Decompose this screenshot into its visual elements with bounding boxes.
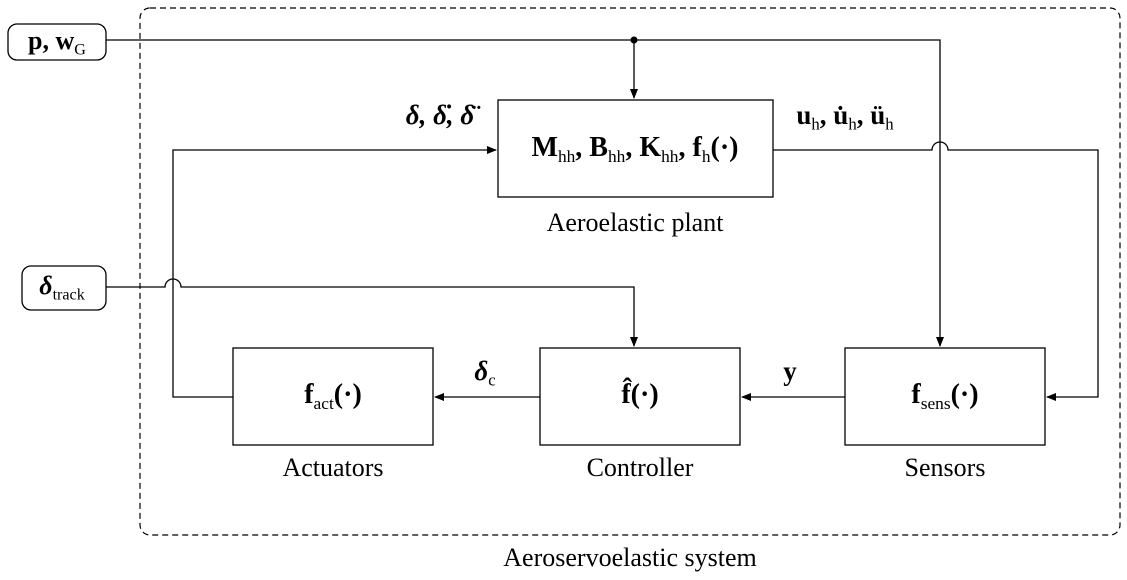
- block-caption: Aeroelastic plant: [547, 208, 725, 237]
- symbol: (·): [951, 379, 979, 410]
- symbol: (·): [711, 132, 739, 163]
- system-boundary: [139, 7, 1121, 536]
- symbol: δ, δ̇, δ̈: [406, 100, 481, 130]
- symbol: , K: [625, 132, 661, 163]
- math-label: δc: [474, 356, 495, 389]
- math-label: p, wG: [28, 26, 86, 58]
- symbol: , B: [575, 132, 608, 163]
- system-label: Aeroservoelastic system: [503, 543, 756, 572]
- symbol: δ: [474, 356, 488, 386]
- symbol: , u̇: [820, 100, 849, 130]
- subscript: hh: [661, 147, 679, 166]
- connector: [106, 39, 944, 347]
- block: [844, 347, 1046, 446]
- symbol: f̂(·): [621, 378, 658, 411]
- subscript: hh: [558, 147, 576, 166]
- symbol: u: [796, 100, 811, 130]
- subscript: h: [885, 114, 894, 133]
- math-label: fsens(·): [911, 379, 978, 412]
- symbol: (·): [334, 379, 362, 410]
- subscript: act: [314, 394, 334, 413]
- connector: [773, 141, 1099, 401]
- math-label: f̂(·): [621, 378, 658, 411]
- subscript: c: [488, 370, 495, 389]
- subscript: track: [53, 286, 86, 303]
- math-label: Mhh, Bhh, Khh, fh(·): [532, 132, 739, 165]
- symbol: M: [532, 132, 558, 163]
- subscript: sens: [921, 394, 951, 413]
- block: [497, 99, 774, 198]
- subscript: hh: [608, 147, 626, 166]
- input-box: [21, 265, 107, 311]
- math-label: uh, u̇h, üh: [796, 100, 894, 133]
- symbol: f: [911, 379, 921, 410]
- symbol: , f: [678, 132, 702, 163]
- block: [539, 347, 741, 446]
- subscript: h: [848, 114, 857, 133]
- subscript: h: [702, 147, 711, 166]
- symbol: δ: [39, 271, 52, 300]
- block-caption: Sensors: [905, 453, 986, 482]
- symbol: , ü: [857, 100, 886, 130]
- math-label: δtrack: [39, 271, 85, 303]
- subscript: h: [811, 114, 820, 133]
- math-label: fact(·): [304, 379, 362, 412]
- symbol: f: [304, 379, 314, 410]
- math-label: y: [783, 356, 797, 386]
- connector: [172, 146, 497, 398]
- math-label: δ, δ̇, δ̈: [406, 100, 481, 130]
- block-caption: Controller: [587, 453, 694, 482]
- block-caption: Actuators: [282, 453, 383, 482]
- symbol: y: [783, 356, 797, 386]
- symbol: p, w: [28, 26, 74, 55]
- subscript: G: [74, 41, 86, 58]
- connector: [106, 278, 638, 347]
- input-box: [7, 23, 107, 61]
